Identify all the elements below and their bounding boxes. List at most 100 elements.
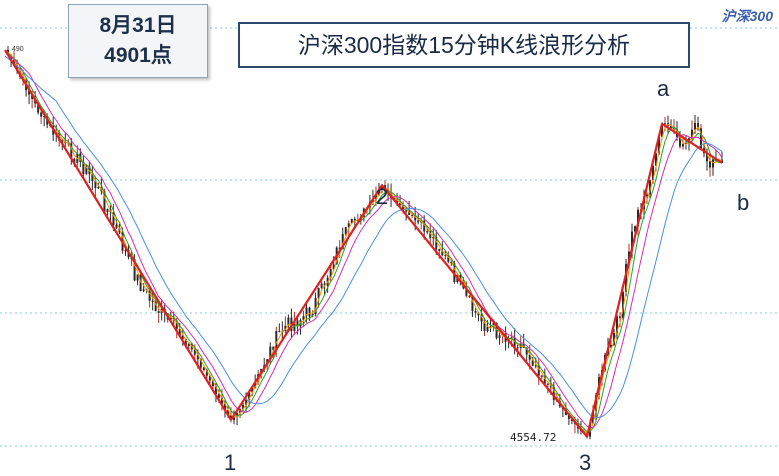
- candle-body: [700, 128, 702, 149]
- candle-body: [534, 365, 537, 367]
- candle-body: [486, 326, 489, 331]
- candle-body: [411, 214, 414, 216]
- candle-body: [396, 199, 399, 204]
- candle-body: [706, 153, 708, 162]
- candle-body: [712, 159, 714, 168]
- candle-body: [516, 347, 519, 349]
- moving-averages: [4, 49, 723, 435]
- candle-body: [233, 416, 236, 420]
- candle-body: [661, 123, 663, 137]
- candle-body: [136, 274, 139, 281]
- candle-body: [399, 203, 402, 206]
- candle-body: [444, 254, 447, 256]
- candle-body: [528, 354, 531, 360]
- ma-line-magenta: [4, 51, 723, 429]
- candle-body: [106, 209, 109, 212]
- candle-body: [610, 344, 612, 348]
- candle-body: [338, 247, 341, 250]
- candle-body: [154, 301, 157, 312]
- wave-label-1: 1: [224, 450, 237, 475]
- candle-body: [622, 292, 624, 318]
- candle-body: [447, 254, 450, 262]
- candle-body: [570, 418, 573, 422]
- candle-body: [664, 123, 666, 125]
- wave-segment: [230, 184, 383, 421]
- candle-body: [226, 410, 229, 416]
- candle-body: [543, 376, 546, 384]
- candle-body: [631, 231, 633, 252]
- candle-body: [148, 290, 151, 301]
- candle-body: [525, 347, 528, 355]
- candle-body: [652, 165, 654, 181]
- candle-body: [103, 191, 106, 212]
- candle-body: [254, 382, 257, 388]
- candle-body: [184, 338, 187, 346]
- candle-body: [85, 165, 88, 174]
- candle-body: [169, 317, 172, 320]
- candle-body: [432, 237, 435, 239]
- candle-body: [82, 161, 85, 174]
- candle-body: [649, 180, 651, 195]
- candle-body: [278, 331, 281, 333]
- callout-date: 8月31日: [99, 14, 177, 37]
- candle-body: [287, 317, 290, 326]
- candle-body: [118, 228, 121, 233]
- candle-body: [70, 143, 73, 160]
- candle-body: [151, 300, 154, 302]
- candle-body: [613, 333, 615, 345]
- candle-body: [513, 337, 516, 348]
- candle-body: [374, 195, 377, 200]
- candle-body: [435, 237, 438, 250]
- candle-body: [245, 400, 248, 405]
- candle-body: [275, 331, 278, 350]
- candle-body: [13, 59, 16, 66]
- ma-line-blue: [4, 55, 723, 419]
- wave-label-2: 2: [376, 184, 389, 209]
- candle-body: [31, 94, 34, 99]
- candle-body: [88, 165, 91, 174]
- candle-body: [320, 283, 323, 288]
- candle-body: [37, 103, 40, 113]
- candle-body: [73, 159, 76, 163]
- candle-body: [465, 288, 468, 296]
- candle-body: [426, 231, 429, 233]
- candle-body: [230, 415, 232, 420]
- candle-body: [450, 261, 453, 264]
- candle-body: [187, 343, 190, 346]
- candle-body: [341, 234, 344, 250]
- candle-body: [305, 307, 308, 317]
- wave-segment: [4, 49, 232, 421]
- candle-body: [679, 136, 681, 147]
- candle-body: [694, 123, 696, 130]
- candle-body: [208, 375, 211, 381]
- wave-segment: [661, 122, 723, 164]
- candle-body: [124, 250, 127, 252]
- candle-body: [619, 316, 621, 318]
- callout-value: 4901点: [104, 44, 172, 67]
- candle-body: [202, 367, 205, 371]
- candle-body: [302, 316, 305, 321]
- candle-body: [199, 359, 202, 368]
- high-point-callout: 8月31日 4901点: [68, 4, 208, 78]
- chart-title: 沪深300指数15分钟K线浪形分析: [238, 22, 690, 68]
- candle-body: [296, 320, 299, 327]
- candle-body: [178, 328, 181, 336]
- candle-body: [284, 325, 287, 332]
- candle-body: [356, 219, 359, 221]
- candle-body: [181, 335, 184, 339]
- candle-body: [317, 287, 320, 298]
- candle-body: [691, 129, 693, 139]
- candle-body: [236, 413, 239, 417]
- candle-body: [468, 295, 471, 297]
- candle-body: [112, 212, 115, 225]
- candle-body: [670, 126, 672, 128]
- candle-body: [196, 354, 199, 360]
- candle-body: [329, 269, 332, 278]
- candle-body: [498, 335, 501, 339]
- candle-body: [28, 90, 31, 95]
- candle-body: [220, 397, 223, 404]
- candle-body: [646, 194, 648, 197]
- candle-body: [40, 112, 43, 117]
- wave-label-3: 3: [579, 450, 592, 475]
- candle-body: [402, 205, 405, 212]
